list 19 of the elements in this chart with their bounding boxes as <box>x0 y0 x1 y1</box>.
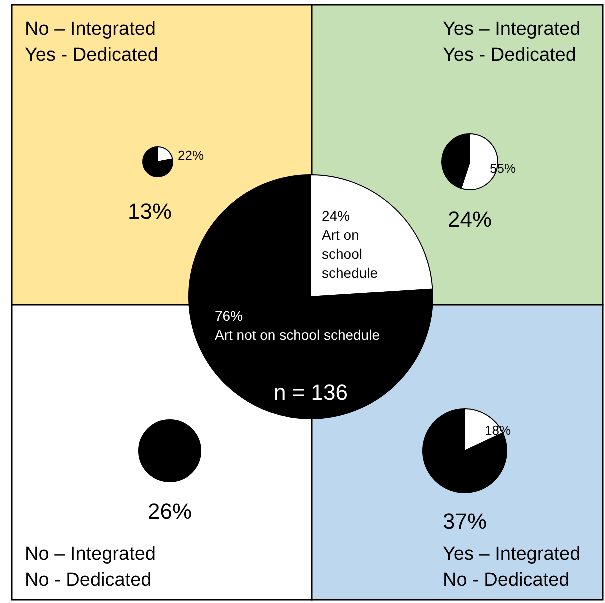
chart-subtitle: Yes - Dedicated <box>443 45 576 66</box>
text: Yes – Integrated <box>443 544 581 565</box>
data-label: 22% <box>178 148 204 163</box>
text: No - Dedicated <box>25 570 152 591</box>
text: No - Dedicated <box>443 570 570 591</box>
text: No – Integrated <box>25 544 156 565</box>
slice-label: Art on school schedule <box>322 227 378 281</box>
chart-title: No – Integrated <box>25 19 156 40</box>
slice-label: Art not on school schedule <box>215 327 380 343</box>
chart-title: Yes – Integrated <box>443 19 581 40</box>
text: 13% <box>128 199 172 224</box>
pie-slice <box>142 146 174 178</box>
chart-subtitle: Yes - Dedicated <box>25 45 158 66</box>
text: 26% <box>148 499 192 524</box>
text: 37% <box>442 509 488 534</box>
text: 24% <box>448 207 492 232</box>
text: n = 136 <box>274 380 348 405</box>
data-label: 76% <box>215 308 244 324</box>
data-label: 24% <box>322 208 350 224</box>
